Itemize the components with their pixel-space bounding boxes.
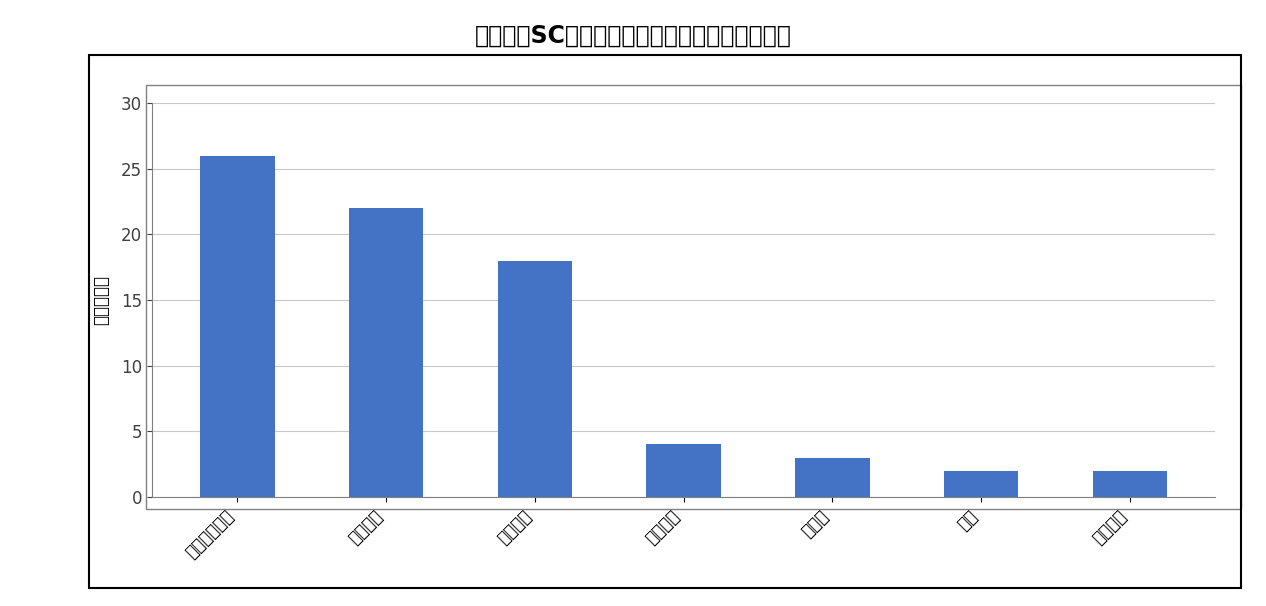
Bar: [349, 208, 423, 497]
Bar: [944, 471, 1018, 497]
Bar: [647, 444, 720, 497]
Bar: [200, 156, 275, 497]
Text: 図表１：SC受入れ基金の母体企業・機関の内訳: 図表１：SC受入れ基金の母体企業・機関の内訳: [475, 24, 791, 48]
Bar: [1093, 471, 1167, 497]
Bar: [795, 458, 870, 497]
Bar: [498, 261, 572, 497]
Y-axis label: （基金数）: （基金数）: [92, 275, 110, 325]
